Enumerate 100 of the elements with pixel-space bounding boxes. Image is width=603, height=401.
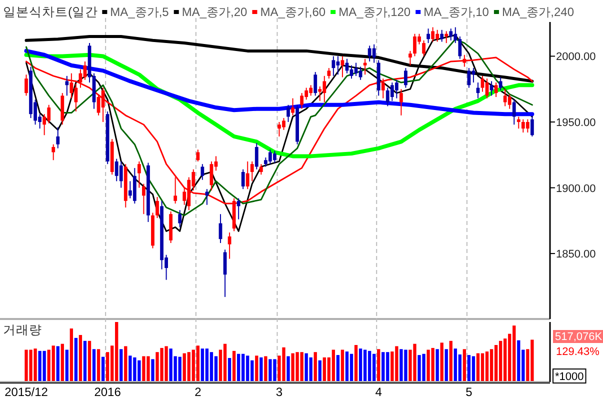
candlestick xyxy=(394,79,398,99)
bar xyxy=(56,346,60,381)
y-tick-label: 2000.00 xyxy=(556,51,596,64)
candlestick xyxy=(526,118,530,134)
chart-title: 거래량 xyxy=(3,323,42,337)
bar xyxy=(78,334,82,381)
bar xyxy=(83,340,87,381)
candlestick xyxy=(494,82,498,98)
candlestick xyxy=(490,80,494,96)
legend-label: MA_종가,20 xyxy=(182,5,248,19)
bar xyxy=(120,349,123,381)
bar xyxy=(101,356,105,381)
candlestick xyxy=(426,28,430,44)
bar xyxy=(498,340,502,381)
bar xyxy=(382,352,385,381)
candlestick xyxy=(408,50,412,66)
candlestick xyxy=(340,56,344,78)
y-tick-label: 1850.00 xyxy=(556,248,596,261)
bar xyxy=(363,350,367,381)
chart-title: 일본식차트(일간 xyxy=(3,5,98,19)
bar xyxy=(232,350,236,381)
candlestick xyxy=(250,160,254,182)
candlestick xyxy=(444,30,448,44)
bar xyxy=(60,344,64,381)
bar xyxy=(494,345,498,381)
x-tick-label: 3 xyxy=(276,385,283,399)
legend-label: MA_종가,10 xyxy=(424,5,490,19)
legend-label: MA_종가,60 xyxy=(260,5,326,19)
bar xyxy=(368,350,372,381)
bar xyxy=(255,356,258,381)
candlestick xyxy=(286,104,290,122)
x-tick-label: 5 xyxy=(466,385,473,399)
candlestick xyxy=(65,75,69,96)
candlestick xyxy=(56,126,60,149)
candlestick xyxy=(70,72,74,99)
candlestick xyxy=(327,68,331,80)
bar xyxy=(358,348,362,381)
candlestick xyxy=(200,164,204,180)
candlestick xyxy=(246,160,250,190)
text: 129.43% xyxy=(556,346,600,358)
candlestick xyxy=(472,68,476,84)
bar xyxy=(200,348,204,381)
bar xyxy=(65,350,68,381)
text: *1000 xyxy=(555,371,584,383)
bar xyxy=(490,349,494,381)
legend-label: MA_종가,120 xyxy=(338,5,411,19)
candlestick xyxy=(259,164,263,176)
candlestick xyxy=(205,188,209,206)
bar xyxy=(196,346,200,381)
candlestick xyxy=(291,98,294,116)
bar xyxy=(151,359,154,381)
candlestick xyxy=(228,232,232,260)
bar xyxy=(350,354,354,381)
bar xyxy=(485,352,489,381)
bar xyxy=(124,346,128,381)
candlestick xyxy=(498,76,502,91)
bar xyxy=(264,356,268,381)
candlestick xyxy=(431,26,435,42)
x-tick-label: 2016 xyxy=(94,385,122,399)
bar xyxy=(52,346,55,381)
x-tick-label: 2015/12 xyxy=(4,385,48,399)
bar xyxy=(377,349,380,381)
bar xyxy=(286,356,290,381)
candlestick xyxy=(440,29,444,42)
bar xyxy=(260,357,263,381)
bar xyxy=(205,348,209,381)
x-tick-label: 4 xyxy=(375,385,382,399)
candlestick xyxy=(449,28,453,41)
bar xyxy=(70,328,74,381)
bar xyxy=(88,340,92,381)
candlestick xyxy=(300,92,304,110)
y-tick-label: 1950.00 xyxy=(556,116,596,129)
bar xyxy=(480,353,484,381)
candlestick xyxy=(156,196,159,219)
candlestick xyxy=(314,71,318,96)
candlestick xyxy=(381,78,385,99)
candlestick xyxy=(83,60,87,80)
candlestick xyxy=(178,210,182,228)
y-tick-label: 1900.00 xyxy=(556,182,596,195)
bar xyxy=(517,340,520,381)
bar xyxy=(444,349,448,381)
bar xyxy=(436,349,439,381)
bar xyxy=(228,358,232,381)
candlestick xyxy=(196,149,200,162)
bar xyxy=(467,355,471,381)
legend-label: MA_종가,5 xyxy=(110,5,170,19)
candlestick xyxy=(516,116,520,130)
candlestick xyxy=(530,116,534,137)
text: 517,076K xyxy=(555,331,603,343)
candlestick xyxy=(96,94,100,116)
bar xyxy=(92,349,96,381)
line-series xyxy=(24,48,534,116)
bar xyxy=(472,356,476,381)
bar xyxy=(318,360,322,381)
candlestick xyxy=(358,66,362,80)
candlestick xyxy=(241,168,245,190)
candlestick xyxy=(332,56,336,76)
candlestick xyxy=(142,183,146,215)
bar xyxy=(449,340,452,381)
bar xyxy=(223,344,227,381)
